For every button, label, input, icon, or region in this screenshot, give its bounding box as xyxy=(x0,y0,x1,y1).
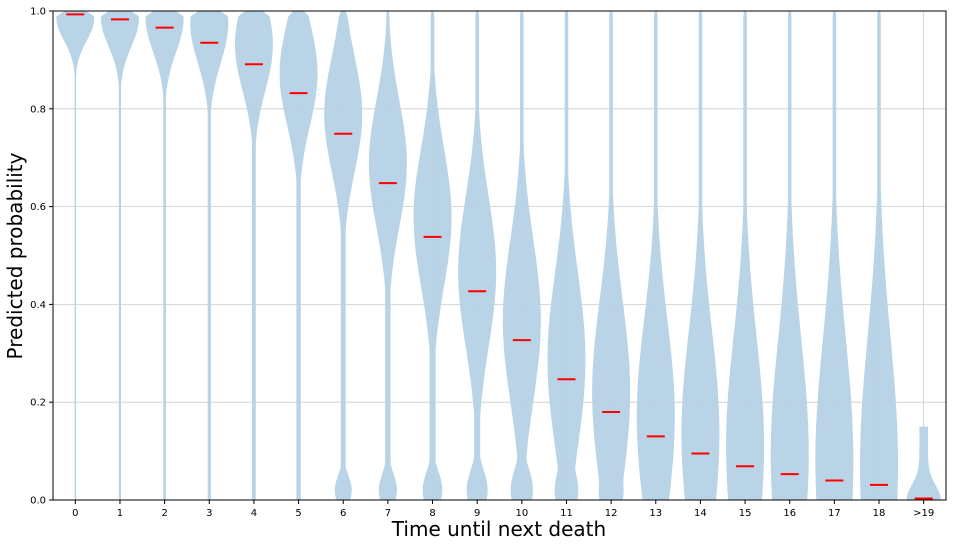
violin-9 xyxy=(458,11,497,500)
x-tick-label: 18 xyxy=(873,508,886,519)
violin-17 xyxy=(815,11,854,500)
violin-19 xyxy=(906,426,941,500)
y-tick-label: 0.4 xyxy=(30,300,46,311)
violin-6 xyxy=(324,11,363,500)
y-axis-ticks: 0.0 0.2 0.4 0.6 0.8 1.0 xyxy=(30,7,53,507)
x-axis-ticks: 0 1 2 3 4 5 6 7 8 9 10 11 12 13 14 15 16 17 18 >19 xyxy=(72,500,934,519)
violin-13 xyxy=(636,11,675,500)
x-tick-label: 15 xyxy=(739,508,752,519)
x-tick-label: >19 xyxy=(913,508,934,519)
x-tick-label: 1 xyxy=(117,508,123,519)
x-tick-label: 11 xyxy=(560,508,573,519)
x-axis-title: Time until next death xyxy=(391,517,606,541)
median-markers xyxy=(66,13,933,500)
x-tick-label: 7 xyxy=(385,508,391,519)
y-tick-label: 0.6 xyxy=(30,202,46,213)
x-tick-label: 13 xyxy=(649,508,662,519)
plot-frame xyxy=(52,10,947,501)
violin-0 xyxy=(56,11,95,500)
violin-10 xyxy=(502,11,541,500)
violin-2 xyxy=(145,11,184,500)
violin-11 xyxy=(547,11,586,500)
violins xyxy=(56,11,941,500)
y-tick-label: 0.0 xyxy=(30,496,46,507)
violin-7 xyxy=(368,11,407,500)
x-tick-label: 5 xyxy=(295,508,301,519)
x-tick-label: 9 xyxy=(474,508,480,519)
x-tick-label: 3 xyxy=(206,508,212,519)
violin-12 xyxy=(592,11,631,500)
x-tick-label: 2 xyxy=(161,508,167,519)
violin-4 xyxy=(234,11,273,500)
x-tick-label: 14 xyxy=(694,508,707,519)
violin-14 xyxy=(681,11,720,500)
violin-16 xyxy=(770,11,809,500)
y-tick-label: 0.8 xyxy=(30,104,46,115)
x-tick-label: 4 xyxy=(251,508,257,519)
x-tick-label: 16 xyxy=(783,508,796,519)
violin-8 xyxy=(413,11,452,500)
violin-18 xyxy=(860,11,898,500)
y-tick-label: 1.0 xyxy=(30,7,46,18)
x-tick-label: 0 xyxy=(72,508,78,519)
x-tick-label: 8 xyxy=(429,508,435,519)
violin-15 xyxy=(726,11,765,500)
x-tick-label: 12 xyxy=(605,508,618,519)
x-tick-label: 10 xyxy=(515,508,528,519)
x-tick-label: 6 xyxy=(340,508,346,519)
violin-5 xyxy=(279,11,318,500)
violin-3 xyxy=(190,11,229,500)
violin-1 xyxy=(101,11,139,500)
y-axis-title: Predicted probability xyxy=(3,152,27,359)
y-tick-label: 0.2 xyxy=(30,398,46,409)
x-tick-label: 17 xyxy=(828,508,841,519)
